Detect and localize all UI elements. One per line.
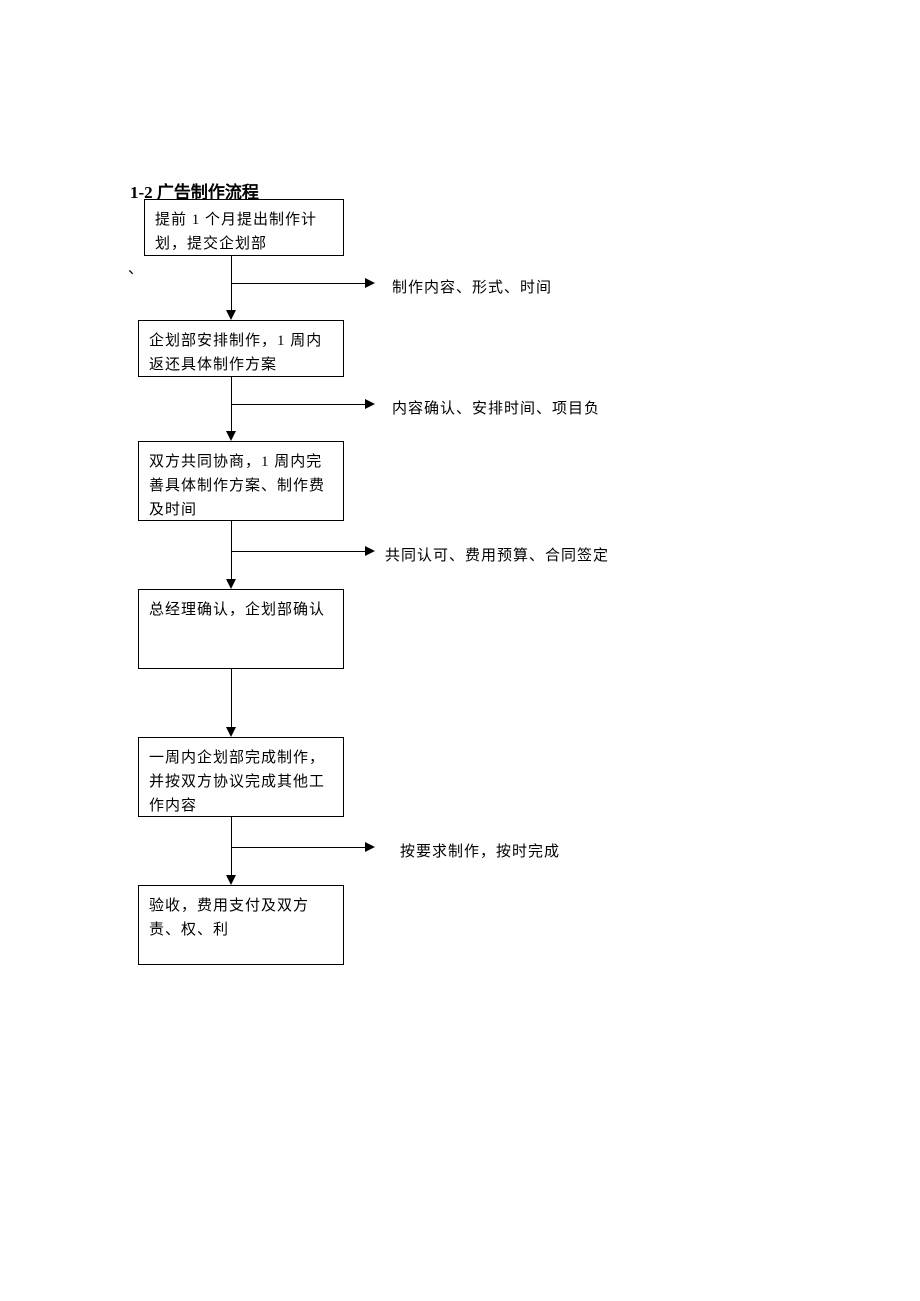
- annotation-3: 共同认可、费用预算、合同签定: [385, 544, 609, 565]
- node-3: 双方共同协商，1 周内完善具体制作方案、制作费及时间: [138, 441, 344, 521]
- node-2: 企划部安排制作，1 周内返还具体制作方案: [138, 320, 344, 377]
- node-1: 提前 1 个月提出制作计划，提交企划部: [144, 199, 344, 256]
- annotation-2: 内容确认、安排时间、项目负: [392, 397, 600, 418]
- node-6: 验收，费用支付及双方责、权、利: [138, 885, 344, 965]
- tick-mark: 、: [128, 257, 143, 278]
- annotation-4: 按要求制作，按时完成: [400, 840, 560, 861]
- node-5: 一周内企划部完成制作，并按双方协议完成其他工作内容: [138, 737, 344, 817]
- annotation-1: 制作内容、形式、时间: [392, 276, 552, 297]
- node-4: 总经理确认，企划部确认: [138, 589, 344, 669]
